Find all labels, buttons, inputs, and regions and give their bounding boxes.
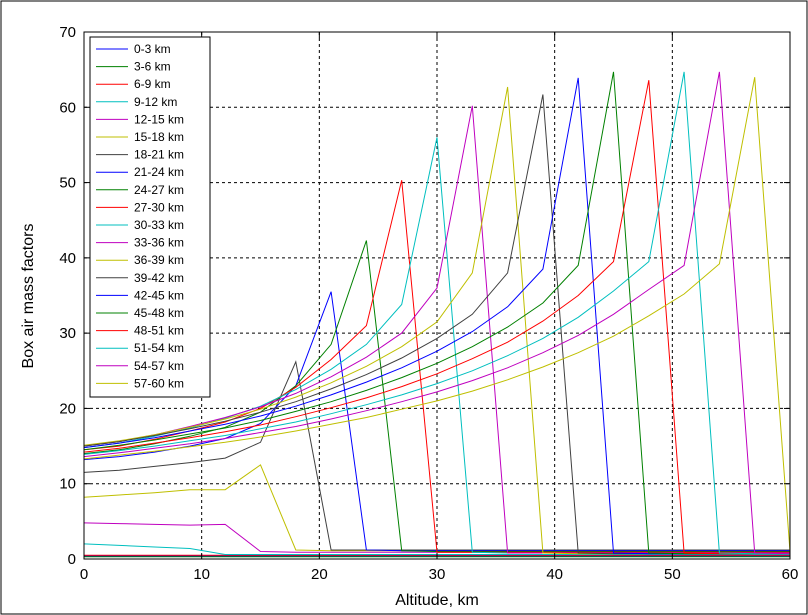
y-tick-label: 20 [59, 400, 76, 417]
y-tick-label: 10 [59, 476, 76, 493]
series-line-10 [83, 180, 790, 553]
legend-label: 18-21 km [134, 148, 184, 162]
y-tick-label: 40 [59, 250, 76, 267]
legend-label: 0-3 km [134, 42, 171, 56]
x-tick-label: 30 [429, 566, 446, 583]
legend-label: 6-9 km [134, 77, 171, 91]
grid-lines [84, 32, 790, 559]
series-line-20 [83, 77, 791, 552]
legend-label: 39-42 km [134, 271, 184, 285]
legend-label: 33-36 km [134, 236, 184, 250]
legend-label: 54-57 km [134, 359, 184, 373]
legend-label: 36-39 km [134, 253, 184, 267]
legend-label: 45-48 km [134, 306, 184, 320]
axis-ticks: 0 10 20 30 40 50 60 0 10 20 30 40 50 60 70 [59, 24, 798, 583]
legend-label: 30-33 km [134, 218, 184, 232]
y-tick-label: 30 [59, 325, 76, 342]
x-tick-label: 0 [80, 566, 88, 583]
x-axis-label: Altitude, km [395, 592, 479, 609]
legend-label: 12-15 km [134, 112, 184, 126]
legend-label: 3-6 km [134, 60, 171, 74]
x-tick-label: 10 [193, 566, 210, 583]
legend-label: 15-18 km [134, 130, 184, 144]
legend-label: 27-30 km [134, 200, 184, 214]
series-line-18 [83, 71, 790, 555]
x-tick-label: 40 [546, 566, 563, 583]
series-line-17 [83, 80, 790, 555]
legend-box [89, 36, 211, 398]
y-axis-label: Box air mass factors [20, 224, 37, 369]
x-tick-label: 50 [664, 566, 681, 583]
legend-label: 48-51 km [134, 324, 184, 338]
y-tick-label: 70 [59, 24, 76, 41]
legend-label: 24-27 km [134, 183, 184, 197]
y-tick-label: 60 [59, 99, 76, 116]
x-tick-label: 20 [311, 566, 328, 583]
legend-label: 57-60 km [134, 376, 184, 390]
x-tick-label: 60 [782, 566, 799, 583]
legend-label: 9-12 km [134, 95, 177, 109]
series-line-19 [83, 71, 791, 555]
legend-label: 42-45 km [134, 288, 184, 302]
legend-label: 51-54 km [134, 341, 184, 355]
legend: 0-3 km 3-6 km 6-9 km 9-12 km 12-15 km 15-18 k… [89, 36, 211, 398]
y-tick-label: 50 [59, 175, 76, 192]
y-tick-label: 0 [68, 551, 76, 568]
legend-label: 21-24 km [134, 165, 184, 179]
